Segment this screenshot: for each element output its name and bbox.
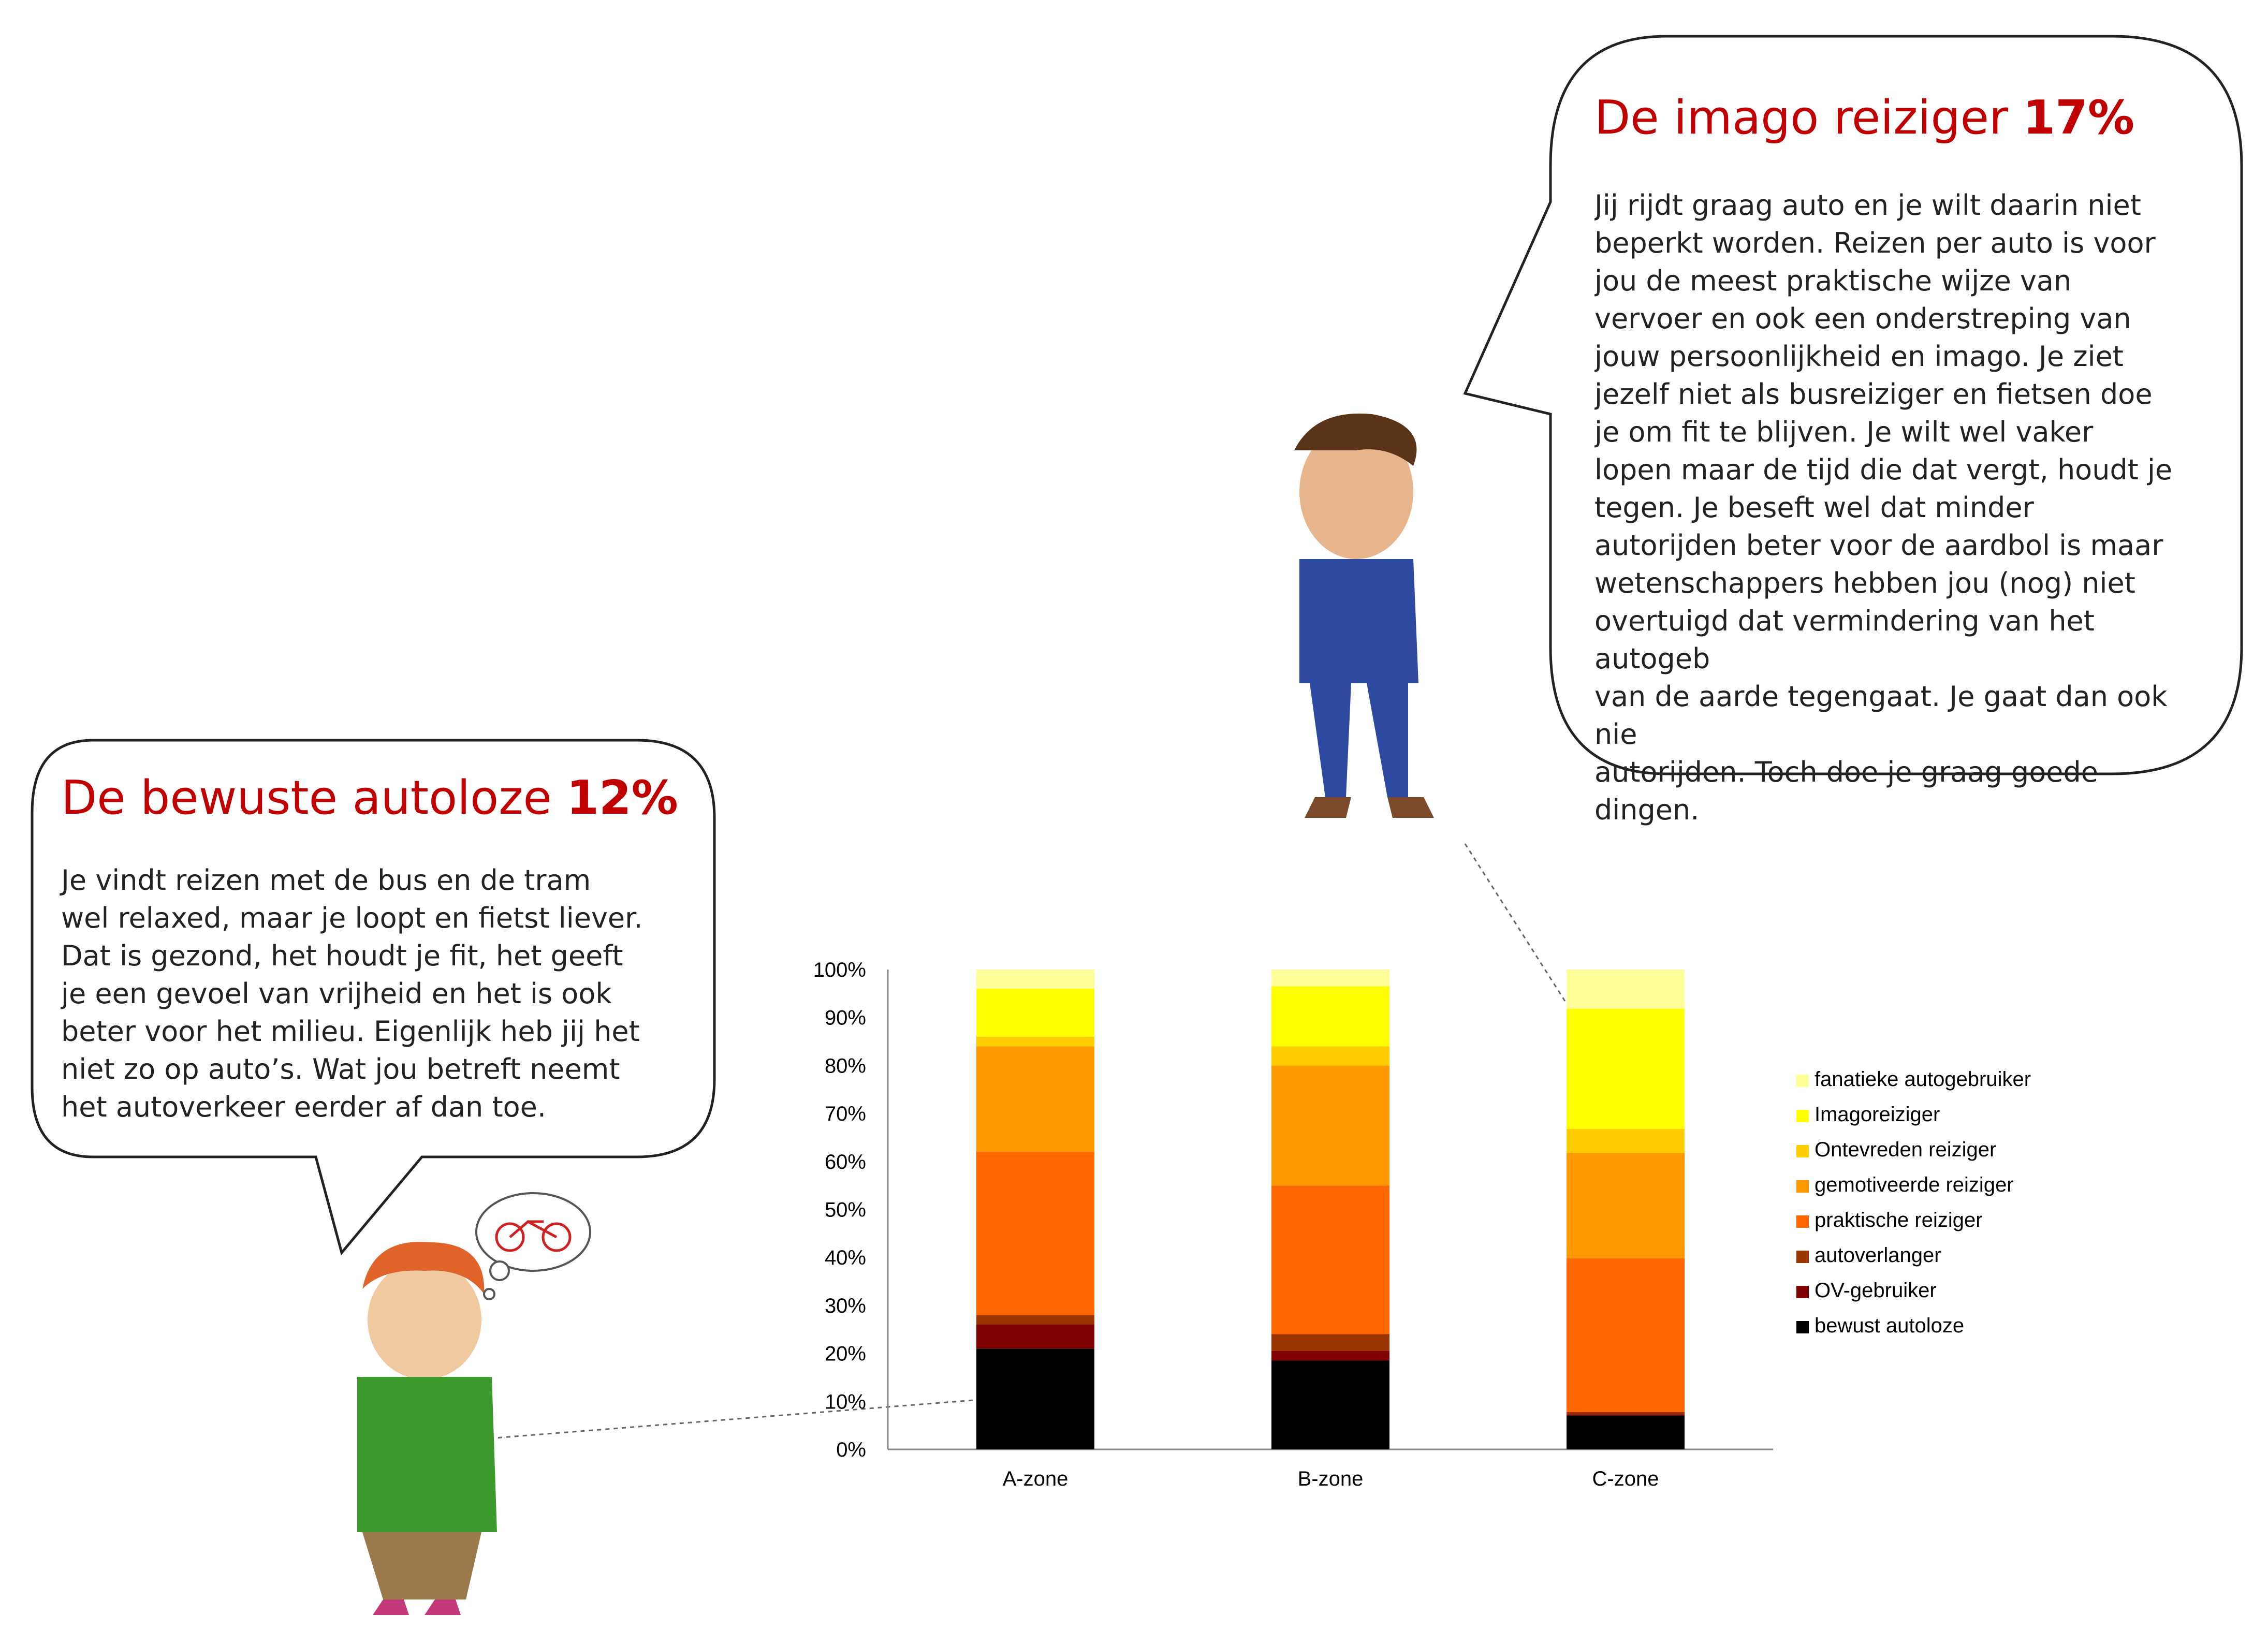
legend-label: autoverlanger (1815, 1244, 1941, 1267)
bar-segment (1567, 1153, 1685, 1259)
legend-label: Imagoreiziger (1815, 1103, 1940, 1126)
y-tick-label: 20% (825, 1343, 866, 1366)
y-tick-label: 40% (825, 1246, 866, 1269)
person-imago-illustration (1294, 413, 1434, 818)
bubble-right-outline (1463, 35, 2243, 775)
bar-segment (1567, 1128, 1685, 1153)
legend-swatch (1796, 1321, 1809, 1333)
y-tick-label: 70% (825, 1103, 866, 1125)
legend-label: OV-gebruiker (1815, 1279, 1937, 1302)
bubble-left-text: Je vindt reizen met de bus en de tram we… (61, 864, 643, 1123)
bar-segment (1567, 1009, 1685, 1129)
bar-segment (1567, 1258, 1685, 1412)
bar-segment (1567, 1416, 1685, 1449)
bar-segment (1567, 1414, 1685, 1416)
legend-swatch (1796, 1110, 1809, 1122)
leader-line-right (1464, 843, 1570, 1007)
bar-segment (1271, 986, 1389, 1047)
y-tick-label: 80% (825, 1054, 866, 1077)
legend-swatch (1796, 1145, 1809, 1157)
bar-segment (976, 970, 1094, 989)
bar-segment (976, 1036, 1094, 1047)
legend-label: fanatieke autogebruiker (1815, 1068, 2031, 1091)
y-tick-label: 10% (825, 1390, 866, 1413)
y-tick-label: 50% (825, 1199, 866, 1222)
bar-segment (1271, 1360, 1389, 1449)
bar-segment (976, 1315, 1094, 1325)
x-tick-label: C-zone (1592, 1467, 1659, 1490)
legend-label: Ontevreden reiziger (1815, 1138, 1996, 1161)
legend-label: bewust autoloze (1815, 1314, 1964, 1337)
legend-swatch (1796, 1286, 1809, 1298)
y-tick-label: 100% (813, 959, 866, 981)
person-autoloze-illustration (357, 1192, 591, 1615)
y-tick-label: 0% (836, 1438, 866, 1461)
y-tick-label: 60% (825, 1151, 866, 1173)
legend-swatch (1796, 1075, 1809, 1087)
bubble-left-percent: 12% (566, 771, 678, 825)
legend-label: praktische reiziger (1815, 1209, 1983, 1231)
bar-segment (976, 1152, 1094, 1315)
bar-segment (1567, 1412, 1685, 1415)
legend-swatch (1796, 1180, 1809, 1193)
y-tick-label: 30% (825, 1295, 866, 1317)
y-tick-label: 90% (825, 1007, 866, 1030)
bar-segment (1271, 1185, 1389, 1334)
bar-segment (1271, 1065, 1389, 1186)
bubble-right-text: Jij rijdt graag auto en je wilt daarin n… (1594, 189, 2173, 826)
legend-swatch (1796, 1215, 1809, 1228)
legend-swatch (1796, 1251, 1809, 1263)
bar-segment (1271, 1351, 1389, 1361)
bubble-left-outline (31, 739, 716, 1256)
bubble-right-title: De imago reiziger 17% (1594, 91, 2135, 145)
bubble-left-title: De bewuste autoloze 12% (61, 771, 678, 825)
x-tick-label: B-zone (1298, 1467, 1364, 1490)
bar-segment (1567, 970, 1685, 1009)
bar-segment (976, 1348, 1094, 1449)
legend-label: gemotiveerde reiziger (1815, 1173, 2014, 1196)
bar-segment (976, 1324, 1094, 1349)
bar-segment (1271, 1334, 1389, 1351)
bubble-right-percent: 17% (2023, 91, 2135, 145)
bar-segment (976, 989, 1094, 1037)
bar-segment (1271, 1046, 1389, 1066)
bar-segment (976, 1046, 1094, 1152)
bar-segment (1271, 970, 1389, 987)
x-tick-label: A-zone (1003, 1467, 1069, 1490)
